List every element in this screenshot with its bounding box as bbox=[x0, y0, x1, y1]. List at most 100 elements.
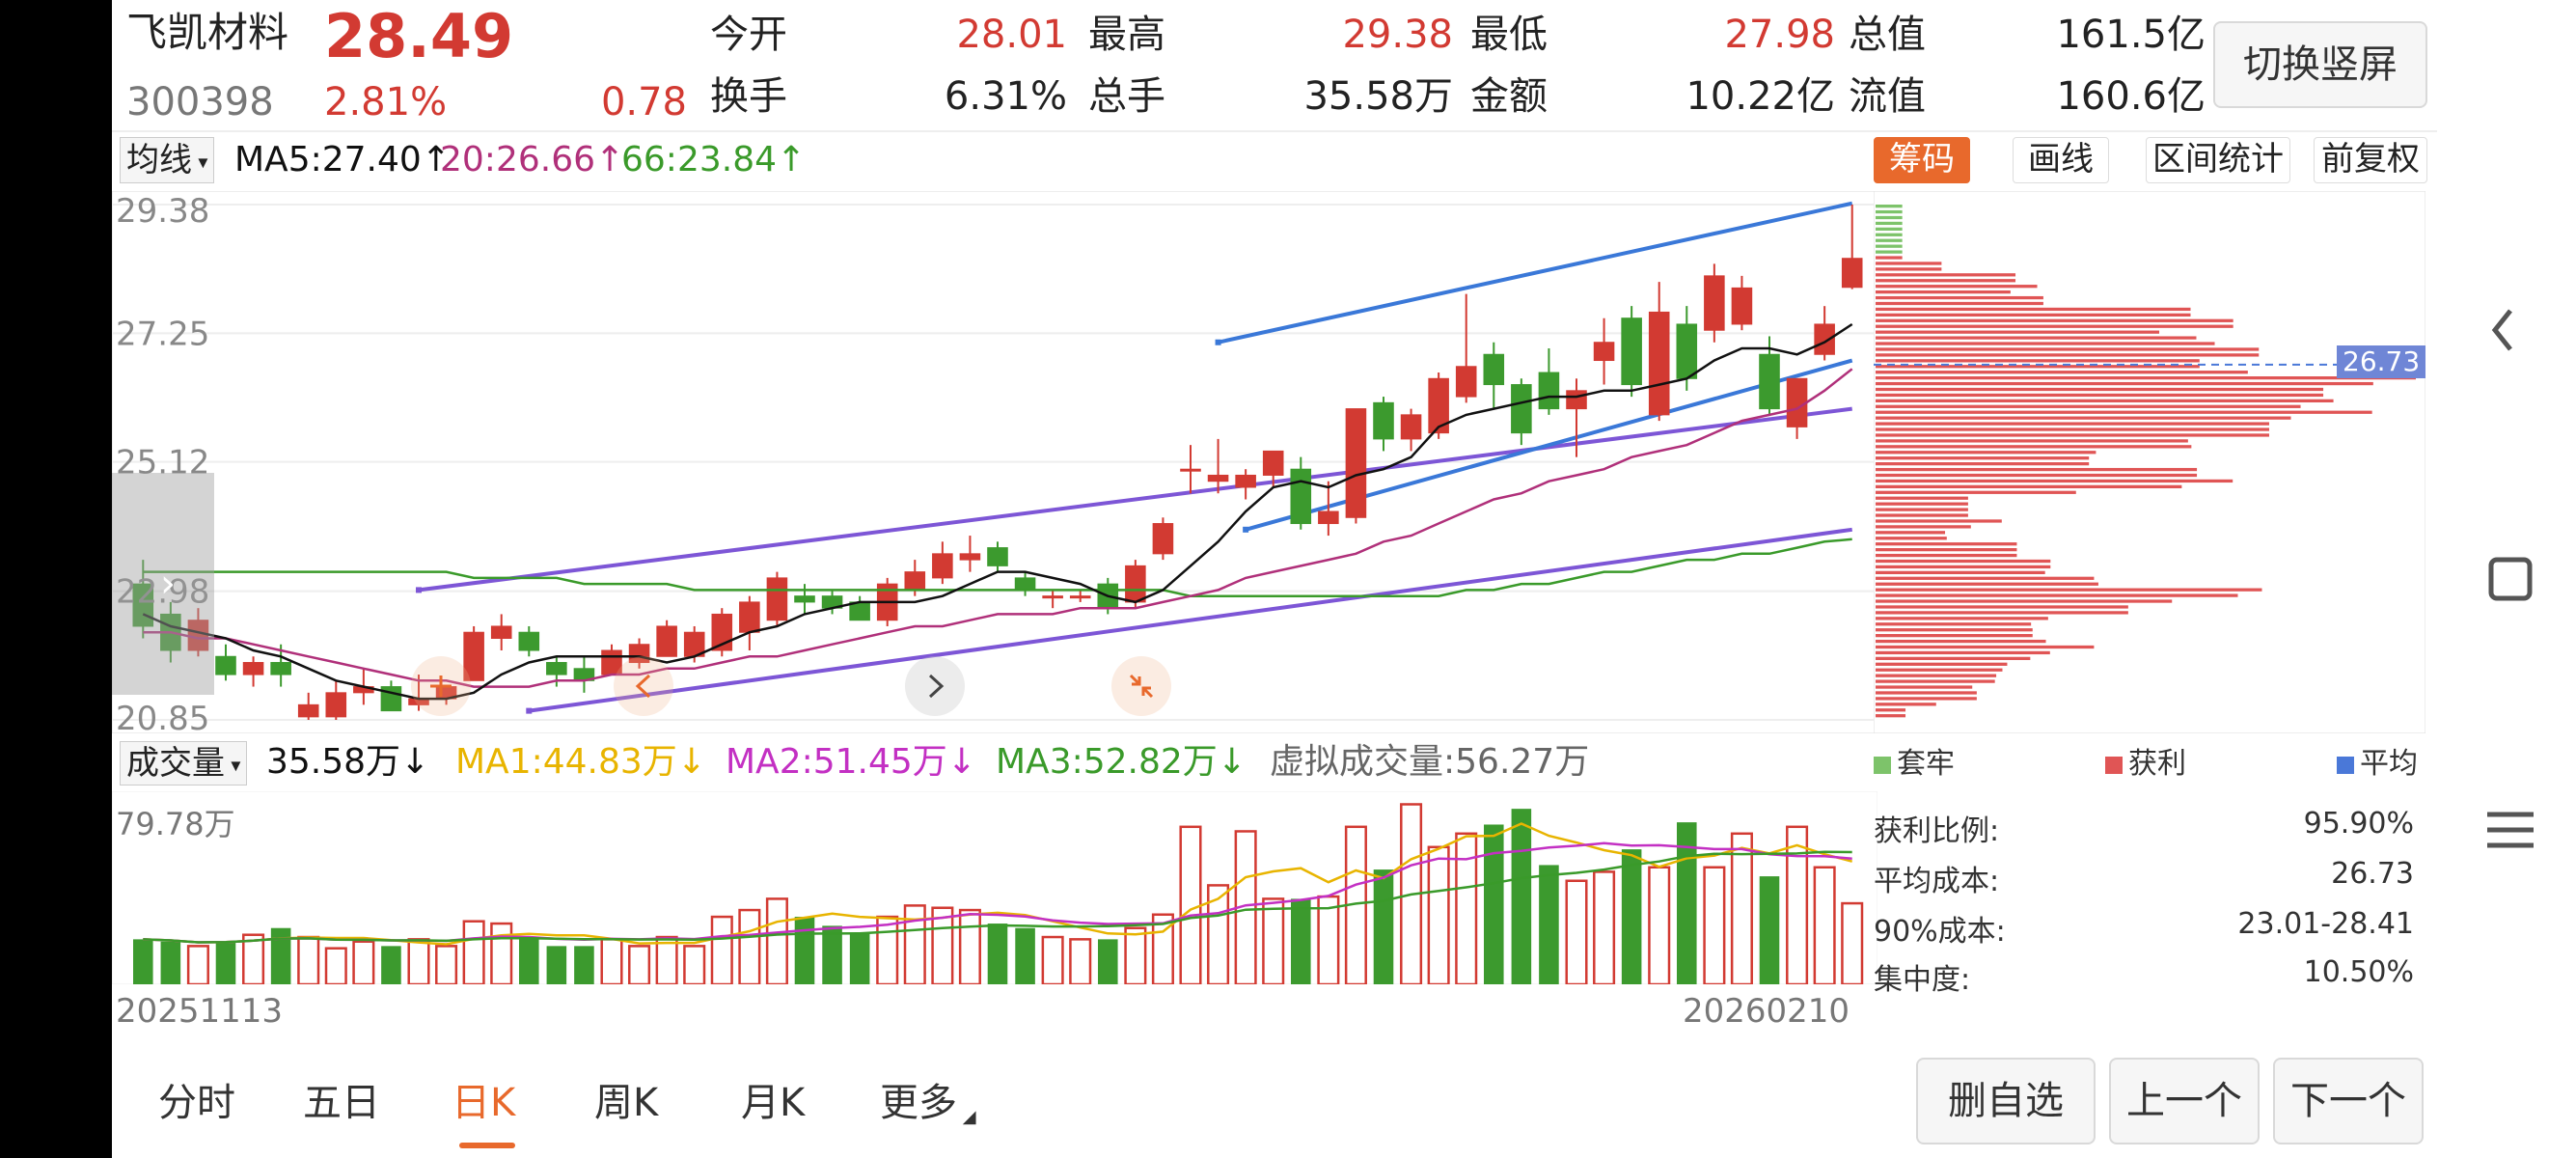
candle-body bbox=[1455, 366, 1477, 398]
ma5-readout: MA5:27.40↑ bbox=[234, 140, 451, 179]
back-icon[interactable] bbox=[2491, 309, 2512, 351]
trendline-upper-purple bbox=[418, 406, 1852, 593]
stock-code: 300398 bbox=[126, 80, 274, 124]
chip-bar bbox=[1876, 537, 1947, 540]
range-stats-button[interactable]: 区间统计 bbox=[2146, 137, 2290, 183]
candle-body bbox=[490, 625, 512, 639]
candle-body bbox=[766, 577, 788, 621]
scroll-left-icon[interactable] bbox=[614, 656, 673, 716]
tab-intraday[interactable]: 分时 bbox=[158, 1081, 235, 1125]
stat-high: 29.38 bbox=[1342, 13, 1453, 57]
candle-body bbox=[1593, 342, 1615, 362]
price-tick-label: 20.85 bbox=[116, 700, 209, 733]
candle-body bbox=[656, 625, 677, 657]
chip-bar bbox=[1876, 490, 2076, 494]
chip-bar bbox=[1876, 559, 2051, 564]
chip-bar bbox=[1876, 691, 1977, 695]
chip-bar bbox=[1876, 365, 2200, 369]
chip-bar bbox=[1876, 433, 2269, 437]
volume-bar bbox=[1539, 865, 1559, 984]
next-stock-button[interactable]: 下一个 bbox=[2273, 1058, 2424, 1144]
candle-body bbox=[1262, 450, 1284, 476]
volume-bar bbox=[1124, 926, 1147, 986]
volume-bar bbox=[600, 938, 623, 986]
chip-bar bbox=[1876, 318, 2233, 322]
crosshair-toggle-icon[interactable] bbox=[411, 656, 471, 716]
chip-bar bbox=[1876, 290, 2011, 294]
candle-body bbox=[1400, 414, 1422, 440]
candle-body bbox=[1566, 390, 1587, 410]
tab-five-day[interactable]: 五日 bbox=[303, 1081, 380, 1125]
tab-more[interactable]: 更多 ◢ bbox=[880, 1081, 976, 1127]
trendline-lower-purple bbox=[529, 527, 1852, 713]
chips-button[interactable]: 筹码 bbox=[1874, 137, 1970, 183]
candle-body bbox=[1814, 323, 1835, 355]
chip-bar bbox=[1876, 371, 2248, 374]
home-icon[interactable] bbox=[2488, 557, 2533, 601]
stat-label: 最高 bbox=[1088, 13, 1165, 57]
volume-bar bbox=[794, 917, 815, 984]
volume-bar bbox=[1841, 901, 1864, 986]
price-adjust-button[interactable]: 前复权 bbox=[2314, 137, 2427, 183]
volume-bar bbox=[987, 924, 1008, 984]
chip-bar bbox=[1876, 301, 2043, 306]
chip-bar bbox=[1876, 479, 2233, 483]
trendline-upper-blue-handle bbox=[1215, 339, 1221, 345]
chip-bar bbox=[1876, 307, 2191, 312]
volume-bar bbox=[1041, 935, 1064, 986]
chip-bar bbox=[1876, 295, 2043, 300]
volume-bar bbox=[1484, 824, 1504, 984]
chip-bar bbox=[1876, 605, 2128, 609]
volume-bar bbox=[435, 945, 458, 986]
tab-weekly-k[interactable]: 周K bbox=[594, 1081, 659, 1125]
volume-bar bbox=[519, 939, 539, 984]
ma20-readout: 20:26.66↑ bbox=[440, 140, 625, 179]
volume-chart[interactable] bbox=[112, 790, 1878, 986]
volume-bar bbox=[407, 938, 430, 986]
ma-indicator-dropdown[interactable]: 均线 ▾ bbox=[120, 137, 215, 183]
chip-bar bbox=[1876, 244, 1903, 248]
ma20-line bbox=[143, 368, 1853, 688]
volume-bar bbox=[462, 920, 485, 986]
kline-chart[interactable]: 29.38 27.25 25.12 22.98 20.85 bbox=[112, 190, 1878, 738]
orientation-toggle-button[interactable]: 切换竖屏 bbox=[2213, 21, 2427, 108]
virtual-volume: 虚拟成交量:56.27万 bbox=[1270, 742, 1590, 782]
collapse-icon[interactable] bbox=[1111, 656, 1171, 716]
previous-stock-button[interactable]: 上一个 bbox=[2109, 1058, 2260, 1144]
stat-label: 换手 bbox=[710, 74, 787, 119]
volume-bar bbox=[324, 947, 347, 986]
chip-bar bbox=[1876, 542, 2017, 546]
draw-line-button[interactable]: 画线 bbox=[2013, 137, 2109, 183]
volume-bar bbox=[1786, 825, 1809, 986]
chip-bar bbox=[1876, 703, 1936, 706]
tab-daily-k[interactable]: 日K bbox=[452, 1081, 516, 1125]
drag-handle-left[interactable] bbox=[112, 473, 214, 695]
volume-bar bbox=[1455, 832, 1478, 986]
stat-label: 总手 bbox=[1088, 74, 1165, 119]
candle-body bbox=[1180, 468, 1201, 472]
volume-bar bbox=[1069, 938, 1092, 986]
chip-bar bbox=[1876, 330, 2160, 334]
candle-body bbox=[325, 692, 347, 718]
volume-bar bbox=[1677, 822, 1697, 984]
chip-bar bbox=[1876, 285, 2038, 289]
chip-bar bbox=[1876, 628, 2033, 632]
volume-indicator-dropdown[interactable]: 成交量 ▾ bbox=[120, 741, 248, 786]
chip-bar bbox=[1876, 462, 2090, 466]
chip-bar bbox=[1876, 456, 2090, 460]
candle-body bbox=[242, 662, 264, 676]
stat-total-volume: 35.58万 bbox=[1303, 74, 1453, 119]
remove-watchlist-button[interactable]: 删自选 bbox=[1916, 1058, 2096, 1144]
candle-body bbox=[270, 662, 291, 676]
volume-bar bbox=[1098, 939, 1118, 984]
volume-bar bbox=[1291, 898, 1311, 984]
chip-bar bbox=[1876, 513, 1968, 517]
scroll-right-icon[interactable] bbox=[905, 656, 965, 716]
chip-bar bbox=[1876, 634, 2033, 638]
menu-icon[interactable] bbox=[2487, 812, 2534, 848]
volume-bar bbox=[160, 941, 181, 984]
chip-bar bbox=[1876, 656, 2031, 660]
chip-bar bbox=[1876, 427, 2269, 431]
volume-ma3: MA3:52.82万↓ bbox=[996, 742, 1247, 782]
tab-monthly-k[interactable]: 月K bbox=[741, 1081, 806, 1125]
